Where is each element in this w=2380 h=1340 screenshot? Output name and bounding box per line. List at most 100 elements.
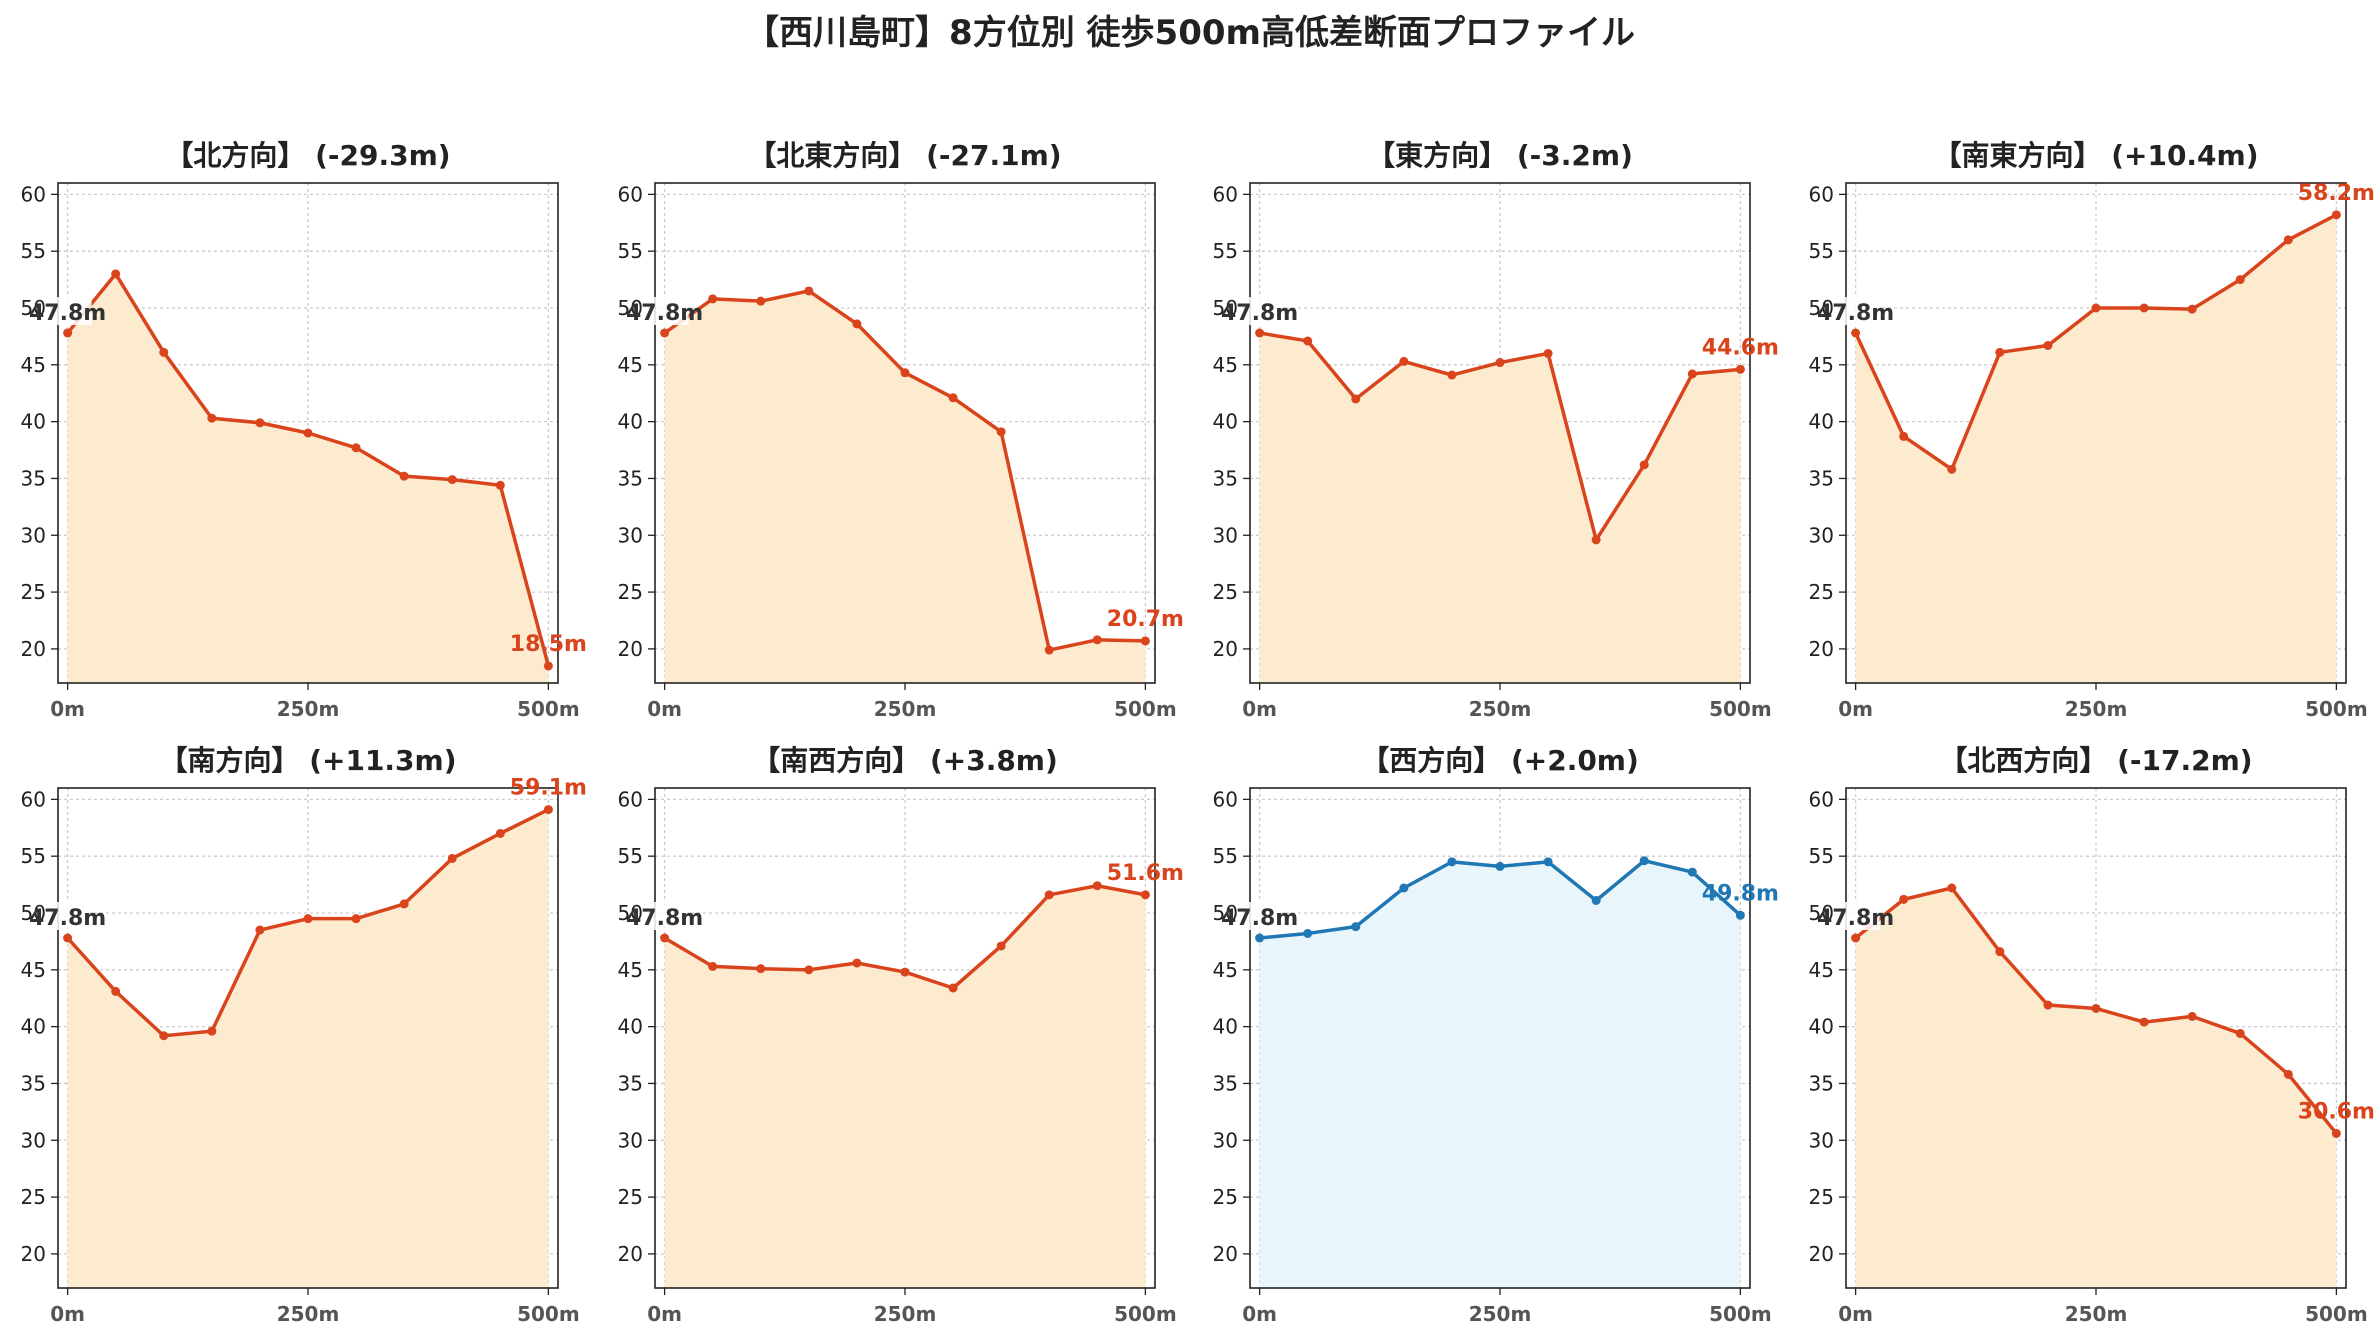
- axes-frame: [654, 182, 1156, 684]
- data-point: [447, 853, 457, 863]
- ytick-label: 55: [1809, 239, 1834, 263]
- ytick-label: 25: [1809, 1185, 1834, 1209]
- data-point: [2187, 1011, 2197, 1021]
- panel-1: 【北方向】 (-29.3m) 20 25 30 35 40 45 50 55 60 0m 250m 50…: [21, 139, 587, 721]
- data-point: [1899, 894, 1909, 904]
- xtick-label: 0m: [647, 1302, 682, 1326]
- end-label: 49.8m: [1702, 881, 1779, 906]
- ytick-label: 50: [618, 901, 643, 925]
- data-point: [1543, 348, 1553, 358]
- ytick-label: 50: [1809, 296, 1834, 320]
- start-label-bg: [642, 902, 689, 930]
- ytick-label: 55: [1809, 844, 1834, 868]
- ytick-label: 35: [1213, 466, 1238, 490]
- data-point: [900, 368, 910, 378]
- data-point: [804, 286, 814, 296]
- data-point: [1399, 883, 1409, 893]
- data-point: [708, 294, 718, 304]
- xtick-label: 0m: [647, 697, 682, 721]
- data-point: [2331, 210, 2341, 220]
- start-label: 47.8m: [29, 301, 106, 326]
- data-point: [1351, 922, 1361, 932]
- xtick-label: 0m: [1242, 1302, 1277, 1326]
- data-point: [1639, 856, 1649, 866]
- data-point: [351, 443, 361, 453]
- ytick-label: 45: [1213, 958, 1238, 982]
- xtick-label: 500m: [517, 1302, 580, 1326]
- panel-title: 【南東方向】 (+10.4m): [1933, 139, 2258, 172]
- ytick-label: 20: [1809, 637, 1834, 661]
- xtick-label: 0m: [50, 697, 85, 721]
- data-point: [756, 296, 766, 306]
- ytick-label: 35: [21, 466, 46, 490]
- ytick-label: 40: [1809, 410, 1834, 434]
- data-point: [2139, 1017, 2149, 1027]
- data-point: [159, 347, 169, 357]
- ytick-label: 30: [21, 1128, 46, 1152]
- end-label: 51.6m: [1107, 861, 1184, 886]
- ytick-label: 50: [618, 296, 643, 320]
- end-label: 18.5m: [510, 632, 587, 657]
- axes-frame: [1845, 182, 2347, 684]
- end-label: 30.6m: [2298, 1099, 2375, 1124]
- area-fill: [1855, 214, 2337, 683]
- data-point: [1735, 910, 1745, 920]
- data-point: [1591, 535, 1601, 545]
- xtick-label: 250m: [1469, 697, 1532, 721]
- data-point: [1947, 464, 1957, 474]
- data-point: [1447, 370, 1457, 380]
- ytick-label: 40: [21, 1015, 46, 1039]
- data-point: [996, 427, 1006, 437]
- data-point: [1543, 857, 1553, 867]
- ytick-label: 55: [618, 239, 643, 263]
- data-point: [111, 269, 121, 279]
- start-label-bg: [642, 297, 689, 325]
- ytick-label: 30: [1809, 1128, 1834, 1152]
- ytick-label: 50: [1213, 296, 1238, 320]
- data-point: [900, 967, 910, 977]
- data-point: [2283, 1069, 2293, 1079]
- start-label-bg: [45, 902, 92, 930]
- data-point: [1591, 896, 1601, 905]
- xtick-label: 0m: [50, 1302, 85, 1326]
- ytick-label: 40: [1809, 1015, 1834, 1039]
- area-fill: [1855, 888, 2337, 1288]
- data-point: [543, 805, 553, 815]
- ytick-label: 40: [1213, 1015, 1238, 1039]
- panel-2: 【北東方向】 (-27.1m) 20 25 30 35 40 45 50 55 60 0m 250m 5…: [618, 139, 1184, 721]
- panel-3: 【東方向】 (-3.2m) 20 25 30 35 40 45 50 55 60 0m 250m 500…: [1213, 139, 1779, 721]
- panel-title: 【南西方向】 (+3.8m): [752, 744, 1058, 777]
- data-point: [351, 914, 361, 924]
- ytick-label: 20: [1213, 1242, 1238, 1266]
- data-point: [1140, 636, 1150, 646]
- ytick-label: 25: [21, 1185, 46, 1209]
- panel-4: 【南東方向】 (+10.4m) 20 25 30 35 40 45 50 55 60 0m 250m 5…: [1809, 139, 2375, 721]
- data-point: [996, 941, 1006, 951]
- ytick-label: 55: [618, 844, 643, 868]
- data-point: [660, 328, 670, 338]
- xtick-label: 0m: [1838, 697, 1873, 721]
- ytick-label: 20: [21, 637, 46, 661]
- panel-6: 【南西方向】 (+3.8m) 20 25 30 35 40 45 50 55 60 0m 250m 50…: [618, 744, 1184, 1326]
- data-point: [1303, 336, 1313, 346]
- ytick-label: 35: [618, 466, 643, 490]
- data-point: [1687, 867, 1697, 877]
- ytick-label: 30: [618, 1128, 643, 1152]
- data-point: [63, 328, 73, 338]
- ytick-label: 55: [21, 844, 46, 868]
- ytick-label: 20: [1213, 637, 1238, 661]
- figure-title: 【西川島町】8方位別 徒歩500m高低差断面プロファイル: [745, 13, 1635, 53]
- data-point: [495, 828, 505, 838]
- start-label: 47.8m: [626, 301, 703, 326]
- area-fill: [1259, 333, 1741, 683]
- data-point: [1255, 933, 1265, 943]
- data-point: [1495, 861, 1505, 871]
- data-point: [2091, 303, 2101, 313]
- start-label: 47.8m: [1817, 301, 1894, 326]
- data-point: [1092, 635, 1102, 645]
- ytick-label: 35: [1809, 466, 1834, 490]
- data-point: [1851, 933, 1861, 943]
- data-point: [2235, 275, 2245, 285]
- area-fill: [664, 885, 1146, 1288]
- ytick-label: 25: [618, 580, 643, 604]
